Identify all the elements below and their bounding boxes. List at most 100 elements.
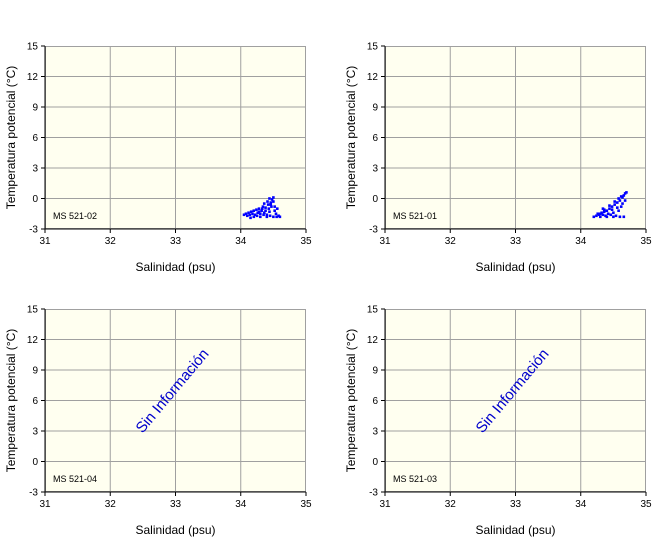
data-point	[609, 213, 613, 217]
x-tick-label: 35	[300, 499, 312, 510]
y-tick-label: 15	[27, 305, 39, 316]
y-tick-label: 0	[372, 457, 378, 468]
data-point	[247, 211, 250, 215]
data-point	[255, 208, 258, 211]
data-point	[256, 211, 260, 215]
data-point	[260, 209, 263, 212]
y-tick-label: 15	[367, 305, 379, 316]
x-tick-label: 33	[170, 236, 182, 247]
data-point	[257, 207, 261, 210]
data-point	[272, 215, 275, 219]
data-series	[242, 196, 282, 220]
x-tick-label: 33	[510, 236, 522, 247]
x-tick-label: 31	[379, 236, 391, 247]
data-point	[255, 214, 259, 218]
y-tick-label: 6	[32, 133, 38, 144]
data-point	[269, 201, 273, 204]
x-axis-title: Salinidad (psu)	[135, 523, 215, 537]
data-point	[248, 213, 252, 217]
y-tick-label: 9	[32, 103, 38, 114]
data-point	[619, 205, 623, 208]
y-tick-label: 6	[372, 133, 378, 144]
data-point	[267, 207, 271, 210]
data-point	[260, 207, 264, 210]
data-point	[597, 213, 601, 217]
data-point	[273, 209, 276, 212]
data-point	[612, 215, 615, 219]
x-tick-label: 34	[575, 499, 587, 510]
data-point	[265, 213, 269, 217]
y-tick-label: 15	[367, 42, 379, 53]
data-point	[273, 205, 276, 208]
data-point	[595, 214, 598, 218]
data-point	[617, 197, 620, 200]
data-point	[270, 205, 273, 208]
chart-panel-4: 31 32 33 34 35 -3 0 3 6 9 12 15 Salinidad (psu) Tempe…	[344, 305, 652, 537]
x-tick-label: 33	[170, 499, 182, 510]
data-point	[622, 215, 626, 219]
y-tick-label: 12	[27, 72, 39, 83]
data-point	[600, 211, 603, 215]
data-point	[269, 203, 273, 206]
data-point	[608, 207, 611, 210]
y-tick-label: 6	[32, 396, 38, 407]
data-point	[613, 200, 616, 203]
y-tick-label: -3	[369, 488, 378, 499]
data-point	[265, 215, 269, 219]
data-point	[621, 196, 624, 199]
y-tick-label: 9	[32, 366, 38, 377]
y-tick-label: -3	[29, 488, 38, 499]
x-tick-label: 31	[379, 499, 391, 510]
chart-panel-2: 31 32 33 34 35 -3 0 3 6 9 12 15 Salinidad (psu) Tempe…	[344, 42, 652, 275]
data-point	[278, 215, 282, 219]
data-point	[266, 200, 269, 203]
x-tick-label: 31	[39, 236, 51, 247]
y-tick-label: 3	[372, 164, 378, 175]
data-point	[272, 200, 275, 203]
data-point	[264, 209, 267, 212]
data-point	[596, 212, 600, 216]
data-point	[277, 214, 280, 218]
y-tick-label: 12	[367, 72, 379, 83]
x-tick-label: 35	[640, 236, 652, 247]
y-tick-label: 9	[372, 366, 378, 377]
y-tick-label: 3	[32, 427, 38, 438]
data-point	[625, 191, 628, 194]
data-point	[251, 212, 254, 216]
chart-panel-1: 31 32 33 34 35 -3 0 3 6 9 12 15 Salinidad (psu) Tempe…	[4, 42, 312, 275]
y-tick-label: 9	[372, 103, 378, 114]
y-tick-label: 0	[32, 457, 38, 468]
station-label: MS 521-01	[393, 211, 437, 221]
y-tick-label: 0	[372, 194, 378, 205]
data-point	[266, 203, 270, 206]
x-tick-label: 32	[445, 236, 457, 247]
data-point	[601, 213, 605, 217]
y-tick-label: -3	[369, 225, 378, 236]
data-point	[275, 215, 278, 219]
y-tick-label: 12	[367, 335, 379, 346]
data-point	[274, 212, 278, 216]
data-point	[605, 215, 609, 219]
y-tick-label: -3	[29, 225, 38, 236]
y-tick-label: 0	[32, 194, 38, 205]
data-point	[249, 210, 253, 214]
data-point	[610, 205, 614, 208]
data-point	[614, 214, 618, 218]
x-tick-label: 34	[235, 499, 247, 510]
data-point	[264, 206, 267, 209]
y-axis-title: Temperatura potencial (°C)	[4, 329, 18, 473]
data-point	[613, 203, 616, 206]
data-point	[262, 213, 265, 217]
data-point	[268, 214, 272, 218]
data-point	[245, 214, 249, 218]
data-point	[257, 210, 261, 214]
data-point	[252, 209, 256, 212]
data-point	[619, 195, 623, 198]
data-point	[612, 211, 615, 215]
data-point	[262, 202, 266, 205]
data-point	[604, 214, 607, 218]
data-point	[253, 213, 257, 217]
data-point	[610, 208, 614, 211]
x-axis-title: Salinidad (psu)	[135, 260, 215, 274]
y-tick-label: 3	[372, 427, 378, 438]
